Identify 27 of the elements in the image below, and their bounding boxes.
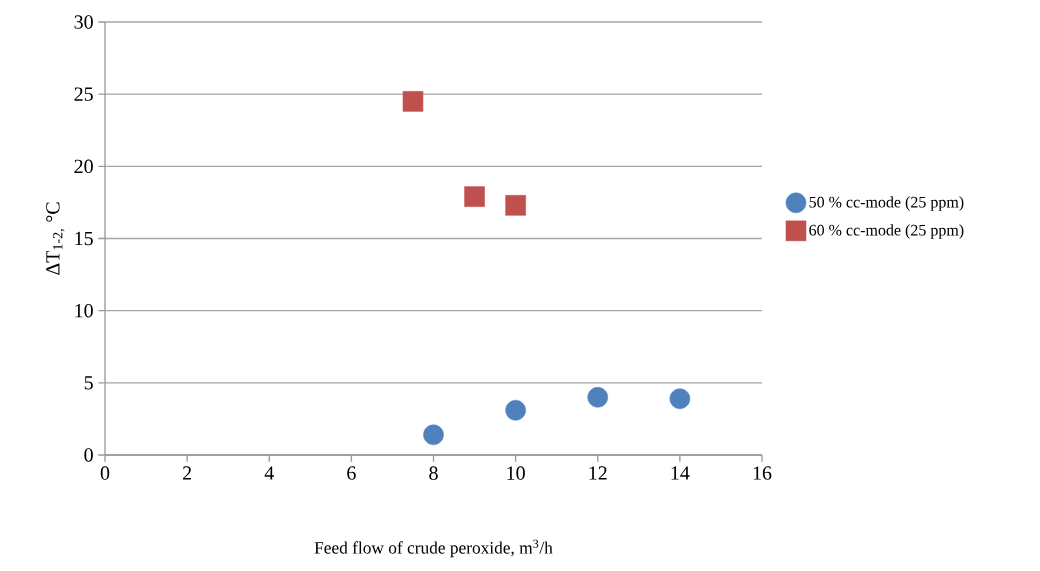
y-tick-label: 0 <box>84 448 93 462</box>
legend-label: 60 % cc-mode (25 ppm) <box>809 224 964 239</box>
x-tick-label: 0 <box>100 466 110 480</box>
point <box>505 399 526 421</box>
y-tick-label: 25 <box>74 87 93 101</box>
y-tick-label: 15 <box>75 231 93 246</box>
x-tick-label: 10 <box>507 466 525 480</box>
y-tick-label: 5 <box>84 376 93 390</box>
y-axis-title: ΔT$_{1-2,}$ °C <box>46 202 65 275</box>
x-tick-label: 4 <box>264 466 274 480</box>
x-tick-label: 2 <box>183 466 192 480</box>
x-tick-label: 14 <box>671 466 690 480</box>
y-tick-label: 20 <box>74 159 93 174</box>
x-tick-label: 8 <box>429 466 438 480</box>
point <box>402 91 424 112</box>
point <box>505 195 526 216</box>
point <box>669 388 691 409</box>
x-tick-label: 6 <box>347 466 356 480</box>
point <box>423 424 444 446</box>
point <box>464 186 485 207</box>
x-tick-label: 12 <box>589 466 607 480</box>
legend-label: 50 % cc-mode (25 ppm) <box>809 196 964 211</box>
y-tick-label: 30 <box>74 15 93 29</box>
y-tick-label: 10 <box>75 303 93 318</box>
x-tick-label: 16 <box>753 466 772 480</box>
point <box>587 386 609 408</box>
x-axis-title: Feed flow of crude peroxide, m$^{3}$/h <box>314 539 553 558</box>
